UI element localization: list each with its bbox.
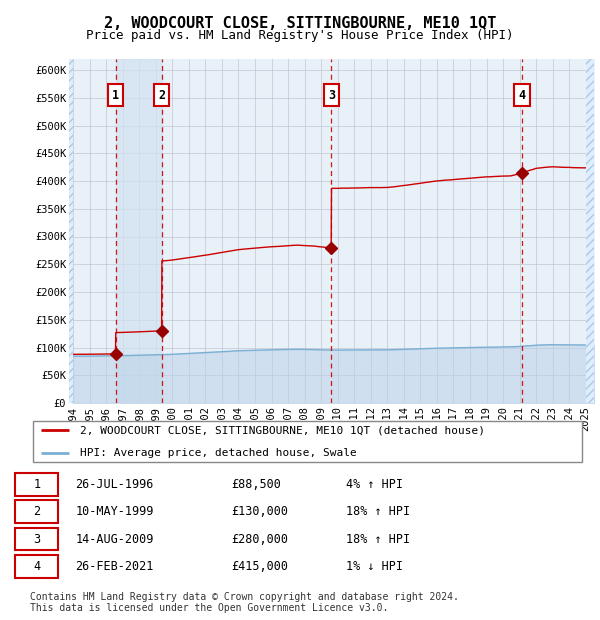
Bar [15, 500, 58, 523]
Bar [15, 474, 58, 496]
Text: £415,000: £415,000 [231, 560, 288, 573]
Text: 2: 2 [158, 89, 166, 102]
Text: £280,000: £280,000 [231, 533, 288, 546]
Text: 26-JUL-1996: 26-JUL-1996 [76, 478, 154, 491]
Bar [116, 59, 162, 403]
Bar [15, 555, 58, 578]
Text: HPI: Average price, detached house, Swale: HPI: Average price, detached house, Swal… [80, 448, 356, 458]
Text: 4% ↑ HPI: 4% ↑ HPI [346, 478, 403, 491]
Text: £130,000: £130,000 [231, 505, 288, 518]
Text: Price paid vs. HM Land Registry's House Price Index (HPI): Price paid vs. HM Land Registry's House … [86, 30, 514, 42]
Text: 2: 2 [33, 505, 40, 518]
Text: 4: 4 [518, 89, 526, 102]
Text: 10-MAY-1999: 10-MAY-1999 [76, 505, 154, 518]
Text: 2, WOODCOURT CLOSE, SITTINGBOURNE, ME10 1QT (detached house): 2, WOODCOURT CLOSE, SITTINGBOURNE, ME10 … [80, 425, 485, 435]
Text: 18% ↑ HPI: 18% ↑ HPI [346, 533, 410, 546]
Text: 18% ↑ HPI: 18% ↑ HPI [346, 505, 410, 518]
Text: 3: 3 [33, 533, 40, 546]
Text: 26-FEB-2021: 26-FEB-2021 [76, 560, 154, 573]
Text: 4: 4 [33, 560, 40, 573]
Text: 2, WOODCOURT CLOSE, SITTINGBOURNE, ME10 1QT: 2, WOODCOURT CLOSE, SITTINGBOURNE, ME10 … [104, 16, 496, 31]
Text: 1: 1 [112, 89, 119, 102]
Bar [15, 528, 58, 551]
Text: 1% ↓ HPI: 1% ↓ HPI [346, 560, 403, 573]
Text: 3: 3 [328, 89, 335, 102]
Text: Contains HM Land Registry data © Crown copyright and database right 2024.
This d: Contains HM Land Registry data © Crown c… [30, 592, 459, 613]
Bar [69, 59, 73, 403]
Text: 1: 1 [33, 478, 40, 491]
Bar [586, 59, 594, 403]
Text: £88,500: £88,500 [231, 478, 281, 491]
Text: 14-AUG-2009: 14-AUG-2009 [76, 533, 154, 546]
